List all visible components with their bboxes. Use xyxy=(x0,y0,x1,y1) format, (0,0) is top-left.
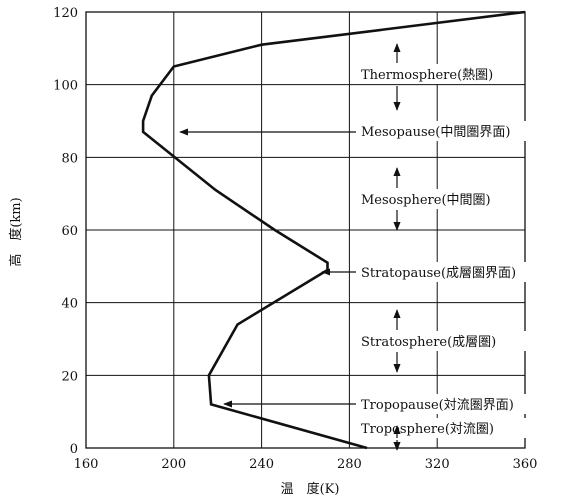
y-tick-label: 40 xyxy=(61,297,78,312)
y-tick-label: 20 xyxy=(61,369,78,384)
x-tick-labels: 160 200 240 280 320 360 xyxy=(74,457,538,472)
mesosphere-label-bg xyxy=(358,189,523,209)
x-axis-label: 温 度(K) xyxy=(281,481,340,497)
y-tick-label: 0 xyxy=(70,442,78,457)
y-axis-label: 高 度(km) xyxy=(8,197,24,266)
plot-frame xyxy=(85,11,526,449)
stratosphere-label-bg xyxy=(358,331,530,351)
thermosphere-label: Thermosphere(熱圏) xyxy=(361,68,493,83)
temperature-profile-line xyxy=(141,10,526,450)
x-tick-label: 280 xyxy=(337,457,362,472)
y-tick-labels: 0 20 40 60 80 100 120 xyxy=(53,6,78,457)
x-tick-label: 160 xyxy=(74,457,99,472)
y-tick-label: 100 xyxy=(53,79,78,94)
x-tick-label: 360 xyxy=(513,457,538,472)
y-tick-label: 80 xyxy=(61,151,78,166)
tropopause-label-bg xyxy=(358,394,554,414)
x-tick-label: 240 xyxy=(249,457,274,472)
y-tick-label: 120 xyxy=(53,6,78,21)
mesosphere-label: Mesosphere(中間圏) xyxy=(361,193,491,208)
thermosphere-label-bg xyxy=(358,64,524,84)
stratosphere-label: Stratosphere(成層圏) xyxy=(361,335,496,350)
stratopause-label-bg xyxy=(358,262,554,282)
mesopause-label-bg xyxy=(358,121,550,141)
tropopause-label: Tropopause(対流圏界面) xyxy=(361,398,514,413)
y-tick-label: 60 xyxy=(61,224,78,239)
troposphere-label: Troposphere(対流圏) xyxy=(361,422,494,437)
stratopause-label: Stratopause(成層圏界面) xyxy=(361,266,516,281)
mesopause-label: Mesopause(中間圏界面) xyxy=(361,125,510,140)
x-tick-label: 320 xyxy=(425,457,450,472)
x-tick-label: 200 xyxy=(161,457,186,472)
troposphere-label-bg xyxy=(358,418,530,438)
